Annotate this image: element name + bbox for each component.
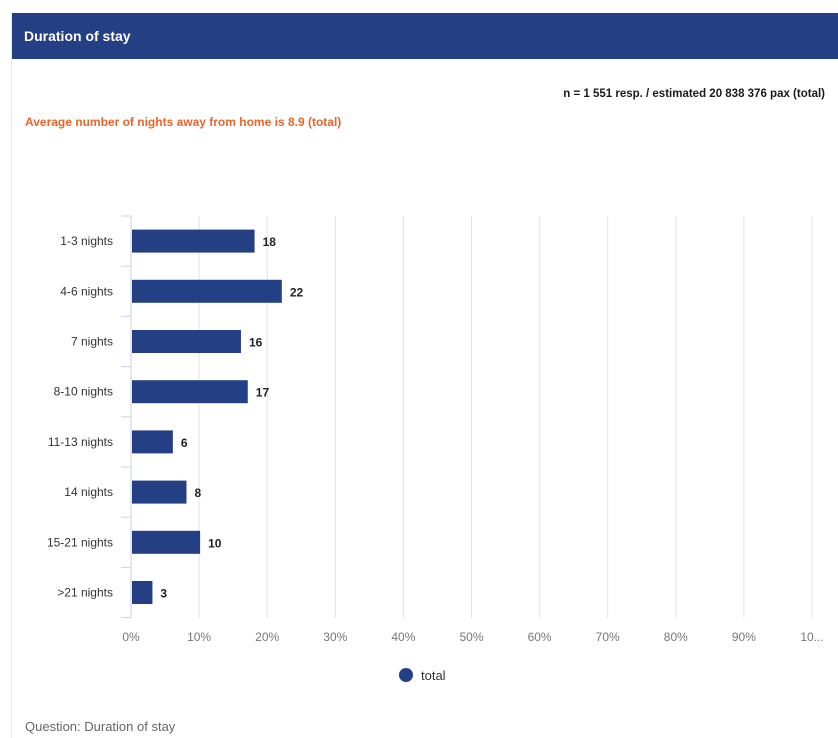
data-label: 3	[160, 587, 167, 601]
bar	[132, 530, 201, 554]
bar	[132, 430, 173, 454]
bar	[132, 330, 241, 353]
data-label: 17	[256, 386, 270, 400]
panel-header: Duration of stay	[12, 13, 838, 59]
category-label: 8-10 nights	[54, 385, 113, 399]
data-label: 18	[263, 235, 277, 249]
data-label: 22	[290, 285, 304, 299]
x-tick-label: 50%	[459, 630, 483, 644]
category-label: 15-21 nights	[47, 535, 113, 549]
category-label: 7 nights	[71, 335, 113, 349]
data-label: 10	[208, 536, 222, 550]
x-tick-label: 80%	[664, 630, 688, 644]
bar-chart: 0% 10% 20% 30% 40% 50% 60% 70% 80% 90% 10... 1-3 ni…	[47, 215, 824, 644]
legend-swatch-total	[399, 668, 413, 682]
x-tick-label: 30%	[323, 630, 347, 644]
chart-panel: Duration of stay n = 1 551 resp. / estim…	[11, 13, 838, 738]
bar	[132, 229, 255, 253]
data-label: 8	[194, 486, 201, 500]
category-label: 11-13 nights	[48, 435, 113, 449]
bar	[132, 480, 187, 504]
bar	[132, 581, 153, 604]
data-label: 6	[181, 436, 188, 450]
x-tick-label: 0%	[122, 630, 140, 644]
bar	[132, 279, 282, 303]
category-label: 14 nights	[64, 485, 113, 499]
x-tick-label: 60%	[528, 630, 552, 644]
question-note: Question: Duration of stay	[25, 719, 176, 734]
sample-size-note: n = 1 551 resp. / estimated 20 838 376 p…	[563, 88, 825, 100]
legend-label-total: total	[421, 667, 446, 683]
average-nights-note: Average number of nights away from home …	[25, 115, 342, 129]
category-label: >21 nights	[57, 586, 113, 600]
x-tick-label: 10...	[800, 630, 823, 644]
x-tick-label: 20%	[255, 630, 279, 644]
data-label: 16	[249, 336, 263, 350]
category-label: 1-3 nights	[60, 234, 113, 248]
x-tick-label: 40%	[391, 630, 415, 644]
panel-title: Duration of stay	[24, 28, 131, 44]
bar	[132, 380, 248, 404]
x-tick-label: 90%	[732, 630, 756, 644]
legend[interactable]: total	[399, 666, 446, 684]
x-tick-label: 10%	[187, 630, 211, 644]
category-label: 4-6 nights	[60, 284, 113, 298]
x-tick-label: 70%	[596, 630, 620, 644]
